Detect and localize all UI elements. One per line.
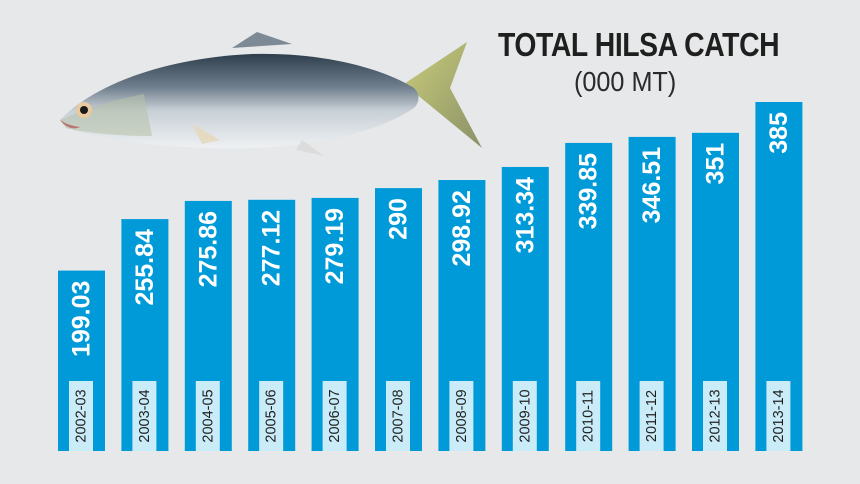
x-tick-label: 2003-04 xyxy=(137,389,153,442)
tick-label-background xyxy=(322,381,347,451)
x-tick-label: 2008-09 xyxy=(454,389,470,442)
tick-label-background xyxy=(449,381,474,451)
tick-label-background xyxy=(259,381,284,451)
data-label: 339.85 xyxy=(575,153,603,230)
tick-label-background xyxy=(69,381,93,451)
data-label: 279.19 xyxy=(321,208,349,284)
data-label: 351 xyxy=(702,143,730,185)
data-label: 199.03 xyxy=(68,281,96,357)
x-tick-label: 2011-12 xyxy=(644,390,660,442)
data-label: 385 xyxy=(765,112,793,154)
x-tick-label: 2006-07 xyxy=(327,389,343,442)
data-label: 298.92 xyxy=(448,190,476,266)
x-tick-label: 2009-10 xyxy=(517,389,533,442)
x-tick-label: 2002-03 xyxy=(74,389,90,442)
tick-label-background xyxy=(512,381,537,451)
x-tick-label: 2012-13 xyxy=(708,389,724,442)
chart-title: TOTAL HILSA CATCH xyxy=(498,26,780,63)
tick-label-background xyxy=(195,381,220,451)
x-tick-label: 2007-08 xyxy=(391,389,407,442)
data-label: 275.86 xyxy=(194,211,222,287)
tick-label-background xyxy=(766,381,791,451)
data-label: 290 xyxy=(385,198,413,240)
tick-label-background xyxy=(703,381,727,451)
tick-label-background xyxy=(576,381,601,451)
chart-subtitle: (000 MT) xyxy=(574,66,677,97)
tick-label-background xyxy=(132,381,157,451)
x-tick-label: 2005-06 xyxy=(264,389,280,442)
x-tick-label: 2013-14 xyxy=(771,389,787,442)
hilsa-fish-icon xyxy=(60,32,482,156)
tick-label-background xyxy=(639,381,664,451)
x-tick-label: 2004-05 xyxy=(200,389,216,442)
tick-label-background xyxy=(386,381,410,451)
data-label: 346.51 xyxy=(638,147,666,224)
data-label: 313.34 xyxy=(511,177,539,254)
x-tick-label: 2010-11 xyxy=(581,390,597,442)
data-label: 255.84 xyxy=(131,229,159,306)
data-label: 277.12 xyxy=(258,210,286,286)
